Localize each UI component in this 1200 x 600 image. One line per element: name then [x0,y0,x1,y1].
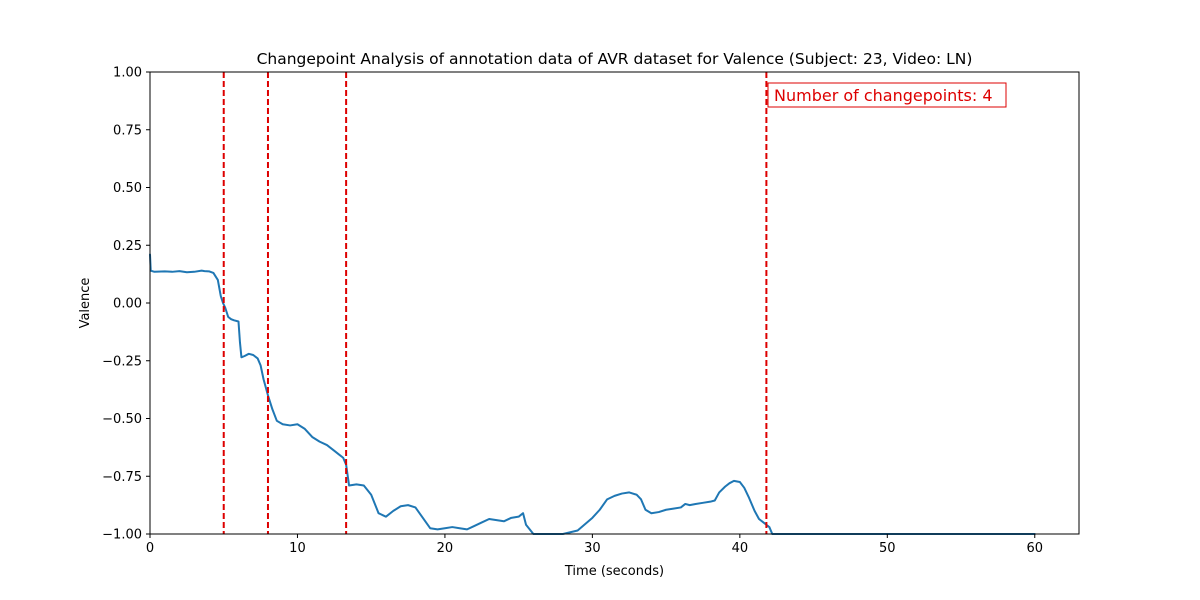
line-layer [149,253,1036,535]
plot-area [149,71,1080,535]
x-tick-label: 20 [437,541,454,556]
y-axis-ticks: −1.00 −0.75 −0.50 −0.25 0.00 0.25 0.50 0.75 1.00 [102,66,150,543]
x-tick-label: 40 [732,541,749,556]
y-tick-label: −1.00 [102,528,142,543]
y-tick-label: −0.50 [102,412,142,427]
x-tick-label: 10 [289,541,306,556]
changepoint-count-annotation: Number of changepoints: 4 [767,82,1007,108]
x-tick-label: 60 [1026,541,1043,556]
y-tick-label: 0.25 [113,239,142,254]
y-axis-title: Valence [78,278,93,329]
x-tick-label: 30 [584,541,601,556]
valence-line-series [149,253,1036,535]
y-tick-label: −0.75 [102,470,142,485]
y-tick-label: 0.50 [113,181,142,196]
annotation-frame [767,82,1007,108]
annotation-text: Number of changepoints: 4 [774,86,993,105]
chart-title: Changepoint Analysis of annotation data … [257,50,973,68]
x-tick-label: 0 [146,541,154,556]
y-tick-label: 0.00 [113,297,142,312]
y-tick-label: 1.00 [113,66,142,81]
y-tick-label: 0.75 [113,123,142,138]
x-tick-label: 50 [879,541,896,556]
x-axis-ticks: 0 10 20 30 40 50 60 [146,534,1043,556]
y-tick-label: −0.25 [102,354,142,369]
x-axis-title: Time (seconds) [564,564,664,579]
plot-background [150,72,1079,534]
changepoint-layer [222,72,768,534]
